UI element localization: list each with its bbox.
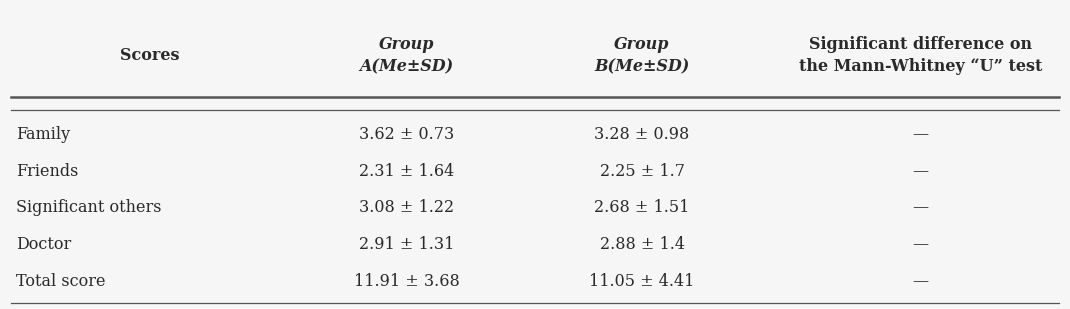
Text: —: — — [912, 163, 929, 180]
Text: —: — — [912, 199, 929, 216]
Text: Significant difference on
the Mann-Whitney “U” test: Significant difference on the Mann-Whitn… — [798, 36, 1042, 75]
Text: Scores: Scores — [120, 47, 180, 64]
Text: —: — — [912, 236, 929, 253]
Text: 2.91 ± 1.31: 2.91 ± 1.31 — [358, 236, 455, 253]
Text: 3.28 ± 0.98: 3.28 ± 0.98 — [594, 126, 690, 143]
Text: Group
A(Me±SD): Group A(Me±SD) — [360, 36, 454, 75]
Text: Significant others: Significant others — [16, 199, 162, 216]
Text: Total score: Total score — [16, 273, 106, 290]
Text: Friends: Friends — [16, 163, 78, 180]
Text: 3.08 ± 1.22: 3.08 ± 1.22 — [360, 199, 454, 216]
Text: Group
B(Me±SD): Group B(Me±SD) — [594, 36, 690, 75]
Text: 11.05 ± 4.41: 11.05 ± 4.41 — [590, 273, 694, 290]
Text: 2.31 ± 1.64: 2.31 ± 1.64 — [358, 163, 455, 180]
Text: 11.91 ± 3.68: 11.91 ± 3.68 — [354, 273, 459, 290]
Text: 2.68 ± 1.51: 2.68 ± 1.51 — [594, 199, 690, 216]
Text: —: — — [912, 126, 929, 143]
Text: Doctor: Doctor — [16, 236, 72, 253]
Text: 2.88 ± 1.4: 2.88 ± 1.4 — [599, 236, 685, 253]
Text: 2.25 ± 1.7: 2.25 ± 1.7 — [599, 163, 685, 180]
Text: 3.62 ± 0.73: 3.62 ± 0.73 — [358, 126, 455, 143]
Text: —: — — [912, 273, 929, 290]
Text: Family: Family — [16, 126, 71, 143]
